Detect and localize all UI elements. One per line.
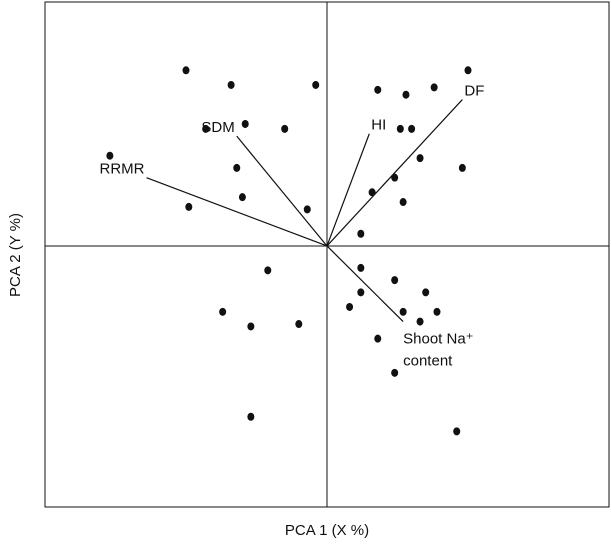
score-point bbox=[464, 66, 472, 75]
loading-vector bbox=[146, 177, 328, 247]
score-point bbox=[430, 83, 438, 92]
score-point bbox=[357, 229, 365, 238]
score-point bbox=[408, 124, 416, 133]
score-point bbox=[422, 288, 430, 297]
score-point bbox=[374, 85, 382, 94]
score-point bbox=[399, 307, 407, 316]
score-point bbox=[219, 307, 227, 316]
loading-vector bbox=[326, 99, 463, 247]
x-axis-label: PCA 1 (X %) bbox=[285, 522, 369, 539]
score-point bbox=[368, 188, 376, 197]
score-point bbox=[346, 302, 354, 311]
loading-label: HI bbox=[371, 117, 386, 134]
score-point bbox=[264, 266, 272, 275]
loading-label: SDM bbox=[201, 119, 234, 136]
loading-label: RRMR bbox=[100, 161, 145, 178]
score-point bbox=[458, 163, 466, 172]
score-point bbox=[391, 368, 399, 377]
loading-vector bbox=[326, 245, 404, 323]
score-point bbox=[357, 288, 365, 297]
score-point bbox=[402, 90, 410, 99]
score-point bbox=[247, 322, 255, 331]
score-point bbox=[416, 317, 424, 326]
score-point bbox=[391, 276, 399, 285]
loading-label: DF bbox=[464, 83, 484, 100]
score-point bbox=[396, 124, 404, 133]
loading-label: Shoot Na⁺ bbox=[403, 331, 473, 348]
loading-label: content bbox=[403, 353, 453, 370]
score-point bbox=[281, 124, 289, 133]
score-point bbox=[295, 320, 303, 329]
score-point bbox=[185, 202, 193, 211]
score-point bbox=[106, 151, 114, 160]
score-point bbox=[303, 205, 311, 214]
score-point bbox=[357, 263, 365, 272]
score-point bbox=[391, 173, 399, 182]
score-point bbox=[374, 334, 382, 343]
score-point bbox=[416, 154, 424, 163]
score-point bbox=[453, 427, 461, 436]
loading-vector bbox=[326, 133, 370, 247]
y-axis-label: PCA 2 (Y %) bbox=[7, 213, 24, 297]
score-point bbox=[202, 124, 210, 133]
score-point bbox=[233, 163, 241, 172]
score-point bbox=[182, 66, 190, 75]
score-point bbox=[433, 307, 441, 316]
score-point bbox=[247, 412, 255, 421]
score-point bbox=[399, 198, 407, 207]
score-point bbox=[238, 193, 246, 202]
loading-vector bbox=[236, 135, 328, 247]
score-point bbox=[227, 80, 235, 89]
score-point bbox=[241, 119, 249, 128]
score-point bbox=[312, 80, 320, 89]
